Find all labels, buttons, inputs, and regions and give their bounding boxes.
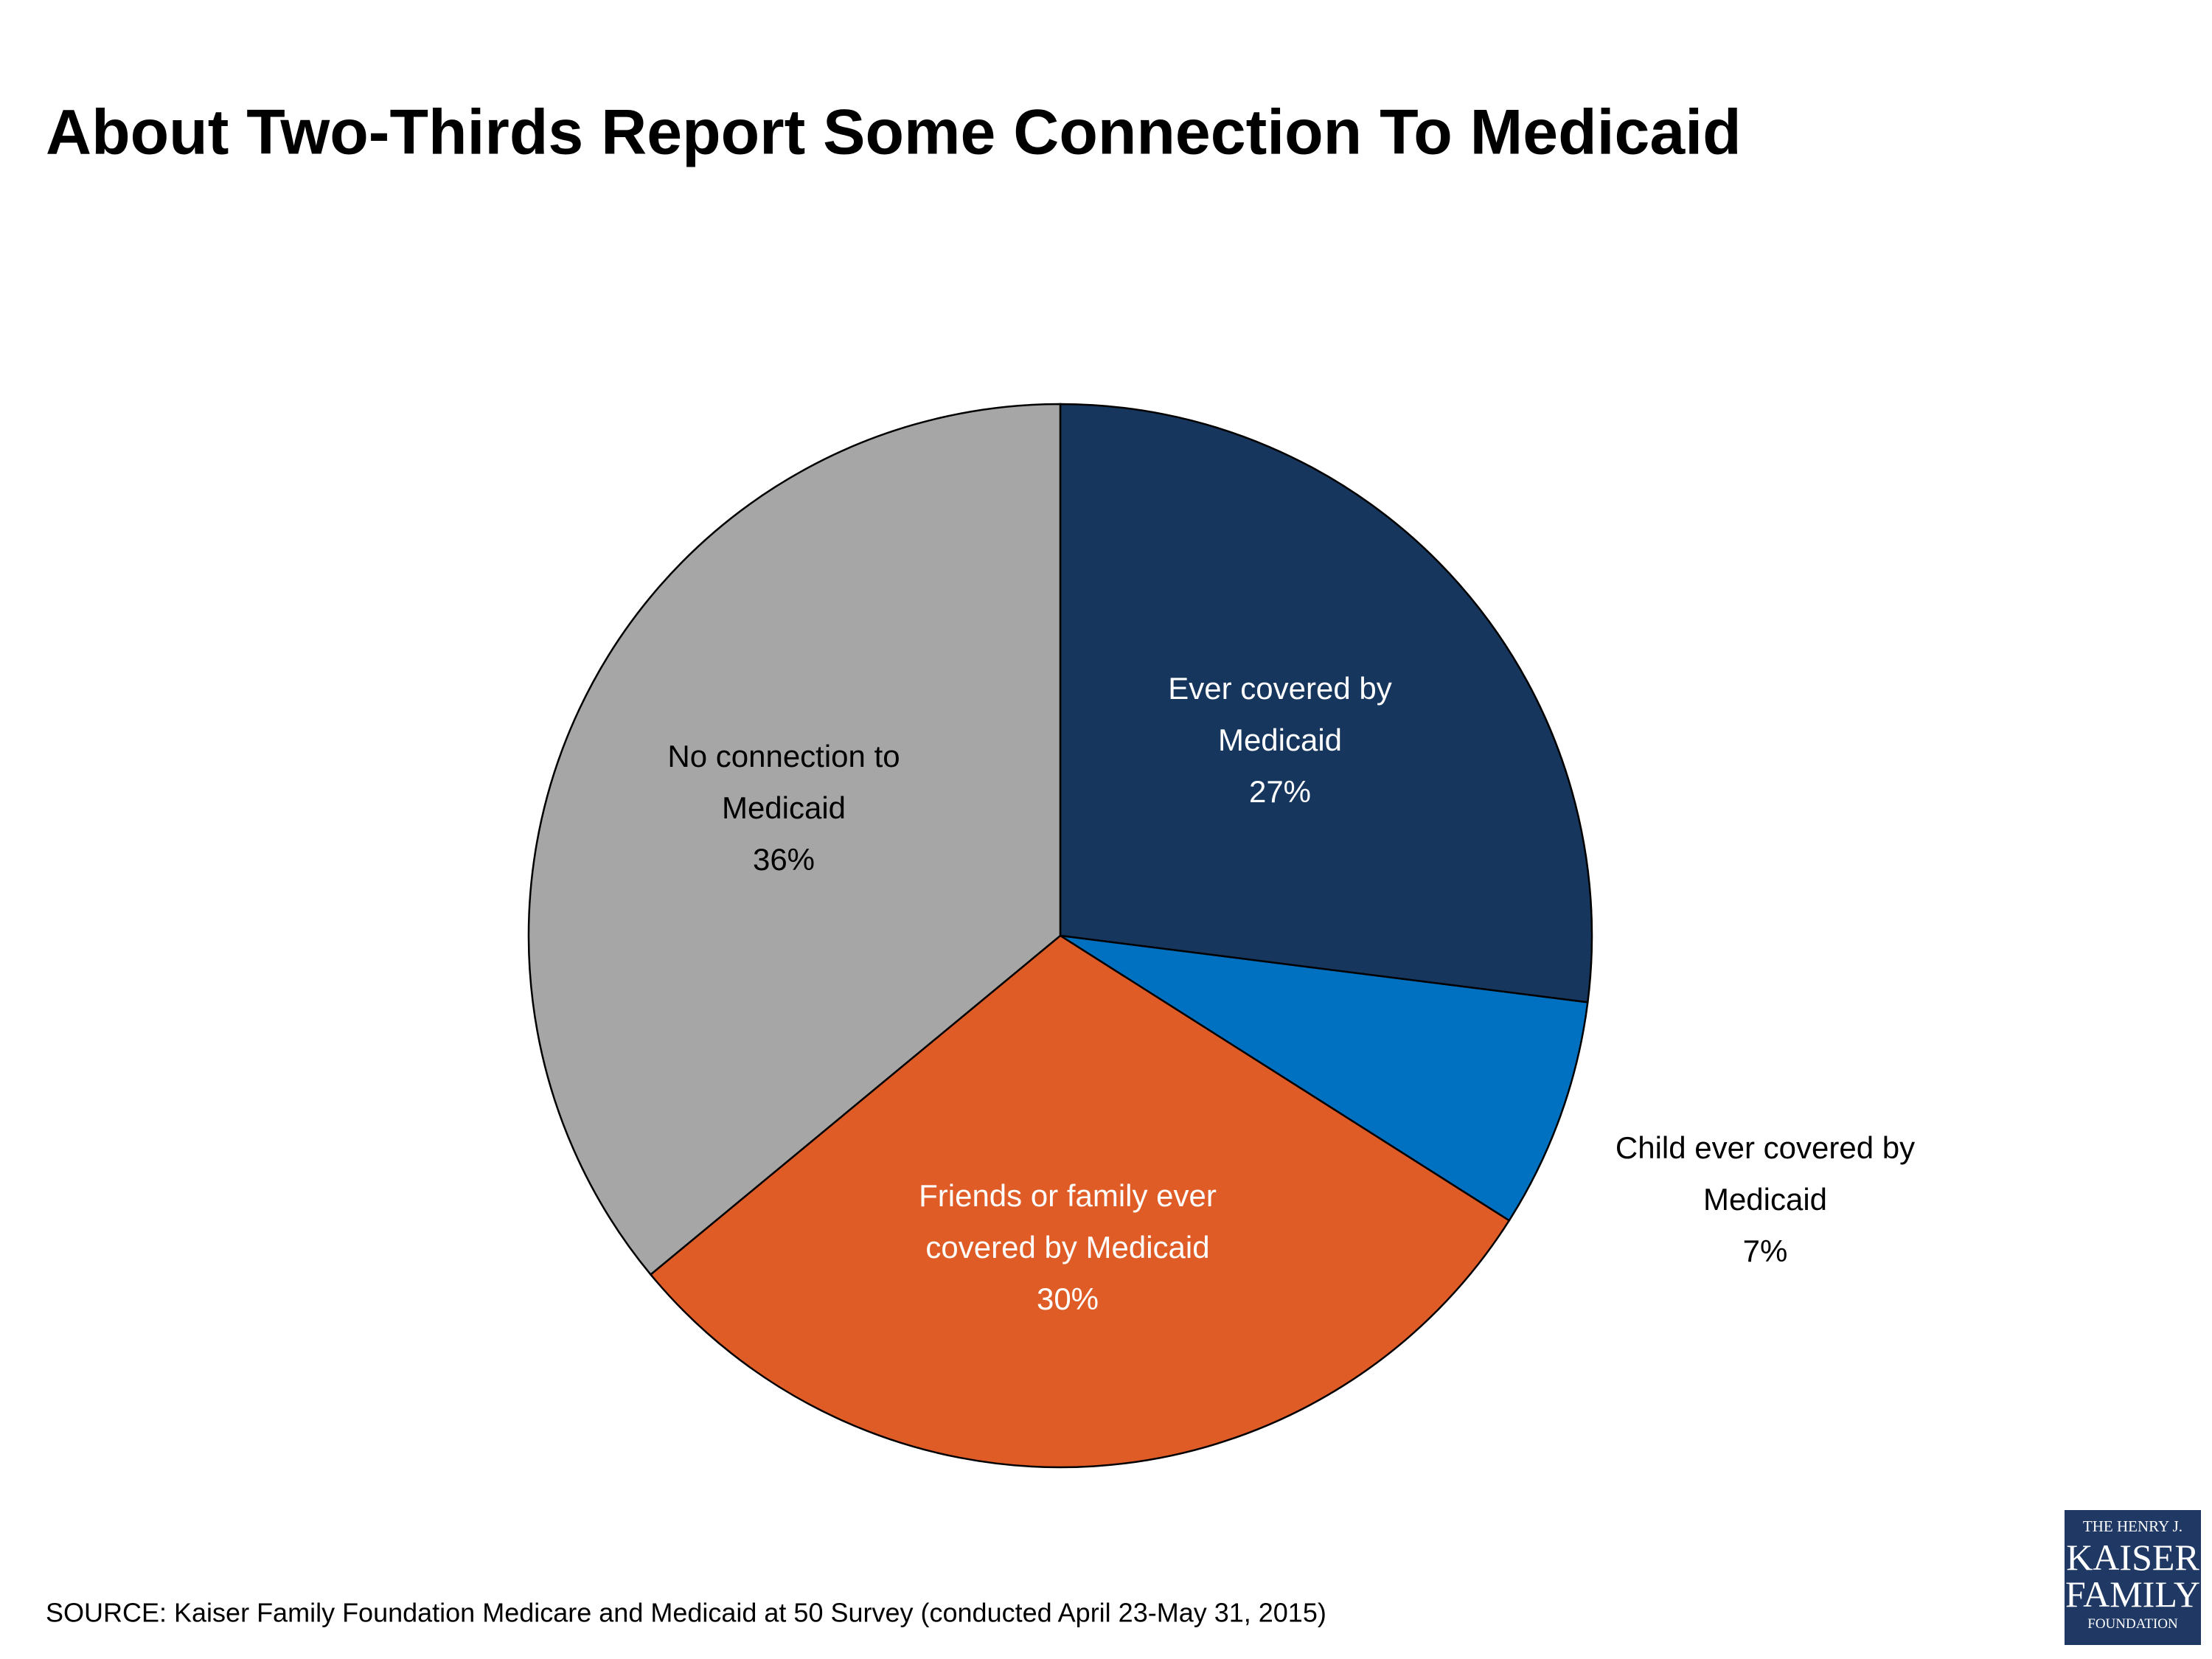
logo-line: THE HENRY J. bbox=[2082, 1517, 2183, 1535]
value-label: 36% bbox=[752, 842, 815, 877]
category-label: No connection to Medicaid bbox=[667, 739, 900, 825]
slice-label: Child ever covered by Medicaid 7% bbox=[1573, 1122, 1957, 1277]
value-label: 27% bbox=[1248, 774, 1312, 809]
pie-slice bbox=[649, 934, 1511, 1469]
category-label: Ever covered by Medicaid bbox=[1168, 671, 1392, 757]
chart-title: About Two-Thirds Report Some Connection … bbox=[46, 97, 1742, 168]
logo-line: KAISER bbox=[2066, 1537, 2199, 1578]
logo-line: FOUNDATION bbox=[2087, 1616, 2178, 1632]
category-label: Friends or family ever covered by Medica… bbox=[919, 1178, 1217, 1265]
logo-line: FAMILY bbox=[2065, 1573, 2200, 1615]
value-label: 30% bbox=[1036, 1281, 1099, 1316]
pie-slice bbox=[1060, 934, 1589, 1222]
category-label: Child ever covered by Medicaid bbox=[1615, 1130, 1916, 1217]
logo: THE HENRY J. KAISER FAMILY FOUNDATION bbox=[2065, 1510, 2201, 1645]
pie-slice bbox=[527, 403, 1062, 1276]
slice-label: No connection to Medicaid 36% bbox=[636, 731, 931, 886]
source-note: SOURCE: Kaiser Family Foundation Medicar… bbox=[46, 1598, 1326, 1628]
pie-slice bbox=[1059, 403, 1593, 1004]
slice-label: Friends or family ever covered by Medica… bbox=[876, 1170, 1259, 1325]
slice-label: Ever covered by Medicaid 27% bbox=[1133, 663, 1427, 818]
value-label: 7% bbox=[1742, 1234, 1788, 1268]
